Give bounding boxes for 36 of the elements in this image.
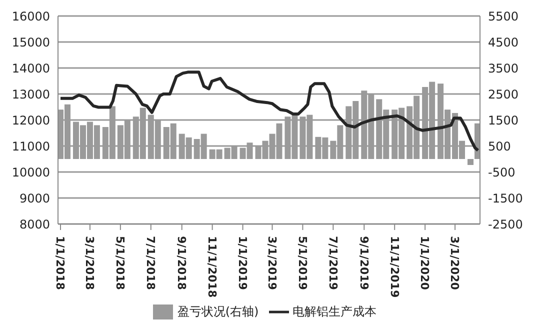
y-tick-label: 9000	[19, 191, 50, 206]
y-tick-label: 13000	[12, 87, 50, 102]
legend-label: 盈亏状况(右轴)	[177, 304, 259, 318]
legend-label: 电解铝生产成本	[292, 304, 377, 318]
x-tick-label: 11/1/2018	[205, 236, 218, 298]
y2-tick-label: -2500	[488, 217, 523, 232]
y-tick-label: 8000	[19, 217, 50, 232]
y2-tick-label: 3500	[488, 61, 519, 76]
y2-tick-label: 2500	[488, 87, 519, 102]
x-tick-label: 5/1/2019	[296, 236, 309, 290]
x-tick-label: 7/1/2019	[326, 236, 340, 290]
x-tick-label: 1/1/2020	[418, 236, 432, 290]
y2-tick-label: 4500	[488, 35, 519, 50]
y2-tick-label: 1500	[488, 113, 519, 128]
x-tick-label: 5/1/2018	[114, 236, 127, 290]
x-tick-label: 3/1/2018	[83, 236, 96, 290]
bar	[468, 159, 474, 165]
y-tick-label: 12000	[12, 113, 50, 128]
y2-tick-label: -1500	[488, 191, 523, 206]
x-tick-label: 3/1/2020	[448, 236, 462, 290]
line-series	[58, 70, 480, 152]
x-tick-label: 1/1/2018	[54, 236, 67, 290]
y2-tick-label: 500	[488, 139, 511, 154]
x-tick-label: 7/1/2018	[144, 236, 158, 290]
y2-tick-label: -500	[488, 165, 516, 180]
x-tick-label: 9/1/2019	[357, 236, 370, 290]
y-tick-label: 15000	[12, 35, 50, 50]
y-tick-label: 11000	[12, 139, 50, 154]
y-tick-label: 16000	[12, 9, 50, 24]
x-tick-label: 11/1/2019	[388, 236, 401, 298]
x-tick-label: 3/1/2019	[265, 236, 278, 290]
y-tick-label: 10000	[12, 165, 50, 180]
y-tick-label: 14000	[12, 61, 50, 76]
x-tick-label: 1/1/2019	[236, 236, 249, 290]
x-tick-label: 9/1/2018	[175, 236, 188, 290]
y2-tick-label: 5500	[488, 9, 519, 24]
